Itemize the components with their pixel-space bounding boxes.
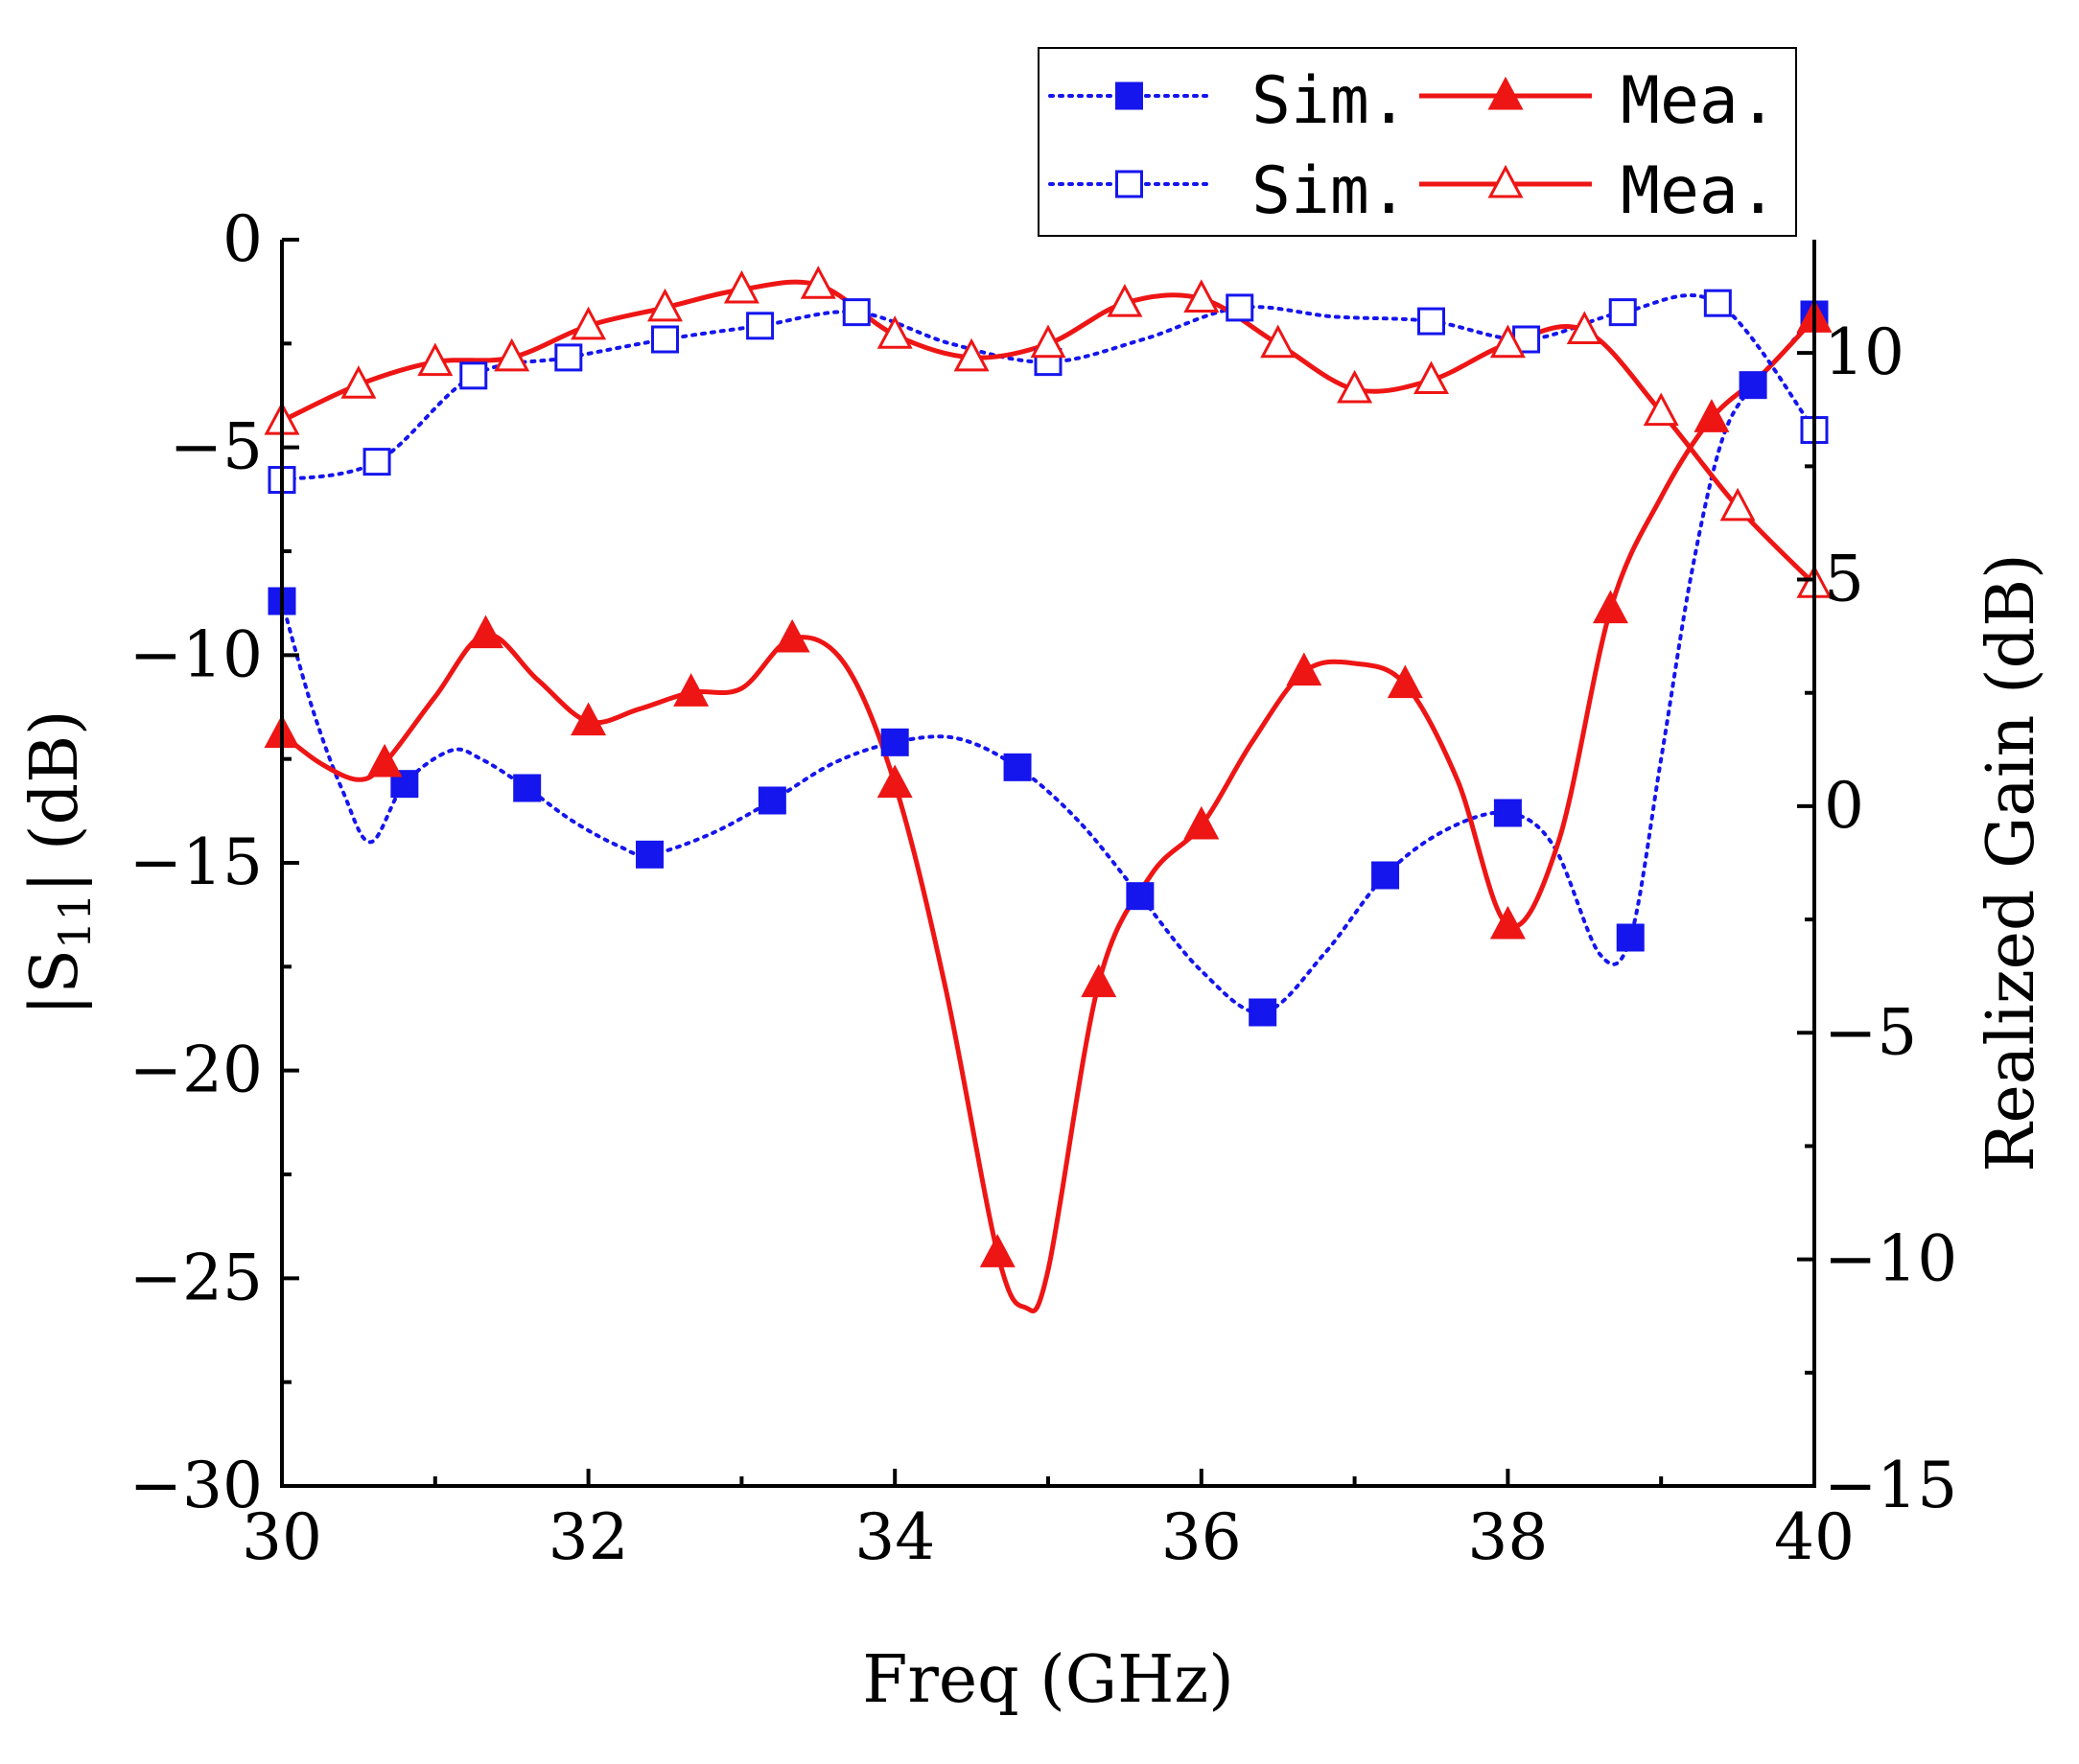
marker-s11_mea-9	[1183, 805, 1220, 840]
y2-tick-label-5: 5	[1824, 543, 1864, 616]
legend-label-mea-2: Mea.	[1621, 153, 1778, 229]
x-tick-label-36: 36	[1161, 1500, 1242, 1574]
legend-marker-gain_mea	[1487, 164, 1524, 198]
plot-markers	[264, 266, 1833, 1267]
marker-s11_sim-9	[1371, 861, 1400, 890]
marker-gain_mea-16	[1489, 324, 1526, 359]
marker-s11_mea-2	[468, 615, 504, 649]
marker-gain_sim-2	[459, 361, 488, 390]
y2-tick-label--5: −5	[1824, 995, 1917, 1069]
marker-s11_sim-3	[636, 840, 665, 869]
marker-s11_sim-5	[880, 728, 909, 756]
x-tick-label-38: 38	[1467, 1500, 1548, 1574]
marker-s11_mea-4	[673, 673, 710, 707]
x-tick-label-30: 30	[242, 1500, 322, 1574]
marker-gain_sim-6	[842, 298, 871, 327]
x-tick-label-34: 34	[854, 1500, 935, 1574]
y-tick-label--5: −5	[170, 410, 263, 484]
marker-s11_sim-12	[1739, 371, 1767, 400]
x-tick-label-32: 32	[549, 1500, 629, 1574]
marker-s11_sim-7	[1126, 882, 1155, 911]
marker-gain_mea-9	[953, 337, 990, 372]
marker-s11_mea-11	[1387, 664, 1423, 699]
marker-gain_mea-5	[647, 288, 683, 322]
marker-gain_mea-18	[1643, 392, 1679, 427]
legend-label-mea-1: Mea.	[1621, 63, 1778, 139]
x-tick-label-40: 40	[1774, 1500, 1855, 1574]
y-tick-label--30: −30	[129, 1449, 263, 1522]
y2-tick-label-10: 10	[1824, 315, 1904, 389]
marker-s11_sim-11	[1616, 923, 1645, 952]
marker-s11_mea-10	[1286, 652, 1322, 686]
legend-marker-gain_sim	[1115, 170, 1143, 198]
y-tick-label--25: −25	[129, 1241, 263, 1314]
marker-gain_mea-1	[340, 365, 377, 399]
y-axis-title-suffix: | (dB)	[17, 709, 93, 893]
marker-s11_mea-12	[1489, 905, 1526, 940]
marker-gain_sim-9	[1417, 307, 1445, 336]
plot-lines	[280, 279, 1816, 1313]
legend-label-sim-1: Sim.	[1251, 63, 1409, 139]
marker-gain_mea-14	[1337, 369, 1373, 404]
marker-s11_mea-8	[1081, 963, 1117, 998]
marker-gain_sim-11	[1608, 298, 1637, 327]
legend-label-sim-2: Sim.	[1251, 153, 1409, 229]
legend-marker-s11_mea	[1487, 76, 1524, 110]
marker-gain_mea-3	[494, 337, 530, 372]
marker-gain_sim-12	[1703, 289, 1732, 317]
marker-s11_sim-4	[758, 786, 786, 815]
marker-gain_sim-1	[362, 448, 391, 476]
marker-s11_mea-13	[1592, 590, 1628, 624]
marker-s11_mea-1	[366, 743, 403, 778]
marker-gain_sim-5	[746, 312, 775, 340]
y2-axis-title: Realized Gain (dB)	[1974, 553, 2049, 1172]
marker-s11_mea-14	[1694, 399, 1730, 432]
marker-gain_mea-2	[417, 342, 454, 377]
y2-tick-label-0: 0	[1824, 769, 1864, 843]
marker-gain_mea-8	[876, 315, 913, 349]
marker-gain_mea-6	[723, 269, 759, 304]
marker-s11_mea-6	[876, 764, 913, 799]
marker-gain_sim-8	[1226, 293, 1254, 322]
y-axis-title-prefix: |S	[17, 949, 93, 1016]
marker-s11_sim-10	[1493, 799, 1522, 827]
marker-s11_sim-2	[513, 774, 542, 802]
marker-s11_mea-3	[571, 702, 607, 736]
y2-tick-label--15: −15	[1824, 1449, 1957, 1522]
legend-marker-s11_sim	[1115, 81, 1143, 110]
ticks	[280, 238, 1816, 1488]
legend: Sim. Mea. Sim. Mea.	[1038, 47, 1797, 237]
y2-tick-label--10: −10	[1824, 1222, 1957, 1296]
marker-gain_mea-10	[1030, 324, 1066, 359]
tick-labels: 30 32 34 36 38 40 0 −5 −10 −15 −20 −25 −30 10 5 0 −5 −10 −…	[129, 202, 1958, 1574]
marker-gain_mea-4	[571, 306, 607, 340]
marker-gain_mea-7	[800, 266, 836, 299]
series-line-s11_mea	[280, 316, 1816, 1313]
marker-gain_mea-17	[1566, 311, 1602, 345]
y-axis-title-subscript: 11	[49, 894, 101, 950]
series-line-s11_sim	[280, 313, 1816, 1015]
marker-gain_sim-3	[554, 343, 583, 372]
marker-gain_mea-12	[1183, 279, 1220, 313]
legend-entries	[1048, 76, 1592, 198]
marker-gain_mea-11	[1107, 283, 1143, 317]
marker-s11_mea-7	[979, 1234, 1016, 1267]
y-tick-label--10: −10	[129, 617, 263, 691]
y-tick-label-0: 0	[222, 202, 263, 276]
x-axis-title: Freq (GHz)	[862, 1642, 1234, 1718]
marker-s11_sim-8	[1249, 998, 1277, 1027]
y-tick-label--15: −15	[129, 825, 263, 899]
marker-gain_mea-15	[1413, 360, 1449, 395]
marker-gain_sim-4	[651, 325, 679, 354]
legend-box	[1038, 47, 1797, 237]
y-axis-title: |S11| (dB)	[17, 709, 101, 1015]
marker-s11_mea-5	[774, 618, 810, 653]
marker-s11_sim-6	[1003, 753, 1032, 781]
marker-gain_mea-19	[1719, 487, 1756, 522]
y-tick-label--20: −20	[129, 1033, 263, 1107]
marker-gain_mea-13	[1260, 324, 1296, 359]
